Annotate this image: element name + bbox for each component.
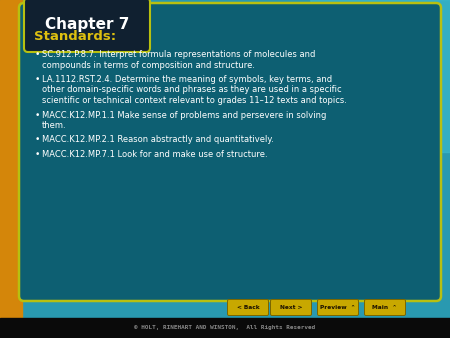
Text: compounds in terms of composition and structure.: compounds in terms of composition and st… [42, 61, 255, 70]
Text: < Back: < Back [237, 305, 259, 310]
Text: other domain-specific words and phrases as they are used in a specific: other domain-specific words and phrases … [42, 86, 342, 95]
Text: •: • [35, 50, 40, 59]
FancyBboxPatch shape [24, 0, 150, 52]
Text: •: • [35, 136, 40, 145]
Text: © HOLT, RINEHART AND WINSTON,  All Rights Reserved: © HOLT, RINEHART AND WINSTON, All Rights… [135, 325, 315, 331]
FancyBboxPatch shape [364, 299, 405, 315]
Text: SC.912.P.8.7. Interpret formula representations of molecules and: SC.912.P.8.7. Interpret formula represen… [42, 50, 315, 59]
Text: •: • [35, 111, 40, 120]
Text: Main  ⌃: Main ⌃ [373, 305, 397, 310]
FancyBboxPatch shape [228, 299, 269, 315]
Text: •: • [35, 150, 40, 159]
FancyBboxPatch shape [19, 3, 441, 301]
Text: Preview  ⌃: Preview ⌃ [320, 305, 356, 310]
Text: Standards:: Standards: [34, 30, 116, 43]
Text: Chapter 7: Chapter 7 [45, 17, 129, 31]
Text: them.: them. [42, 121, 67, 130]
Text: MACC.K12.MP.2.1 Reason abstractly and quantitatively.: MACC.K12.MP.2.1 Reason abstractly and qu… [42, 136, 274, 145]
Polygon shape [310, 0, 450, 152]
Text: Next >: Next > [280, 305, 302, 310]
Text: LA.1112.RST.2.4. Determine the meaning of symbols, key terms, and: LA.1112.RST.2.4. Determine the meaning o… [42, 75, 332, 84]
FancyBboxPatch shape [318, 299, 359, 315]
FancyBboxPatch shape [270, 299, 311, 315]
Bar [0, 0, 22, 338]
Text: MACC.K12.MP.7.1 Look for and make use of structure.: MACC.K12.MP.7.1 Look for and make use of… [42, 150, 268, 159]
Text: •: • [35, 75, 40, 84]
Text: scientific or technical context relevant to grades 11–12 texts and topics.: scientific or technical context relevant… [42, 96, 347, 105]
Bar [0, 318, 450, 338]
Text: MACC.K12.MP.1.1 Make sense of problems and persevere in solving: MACC.K12.MP.1.1 Make sense of problems a… [42, 111, 326, 120]
